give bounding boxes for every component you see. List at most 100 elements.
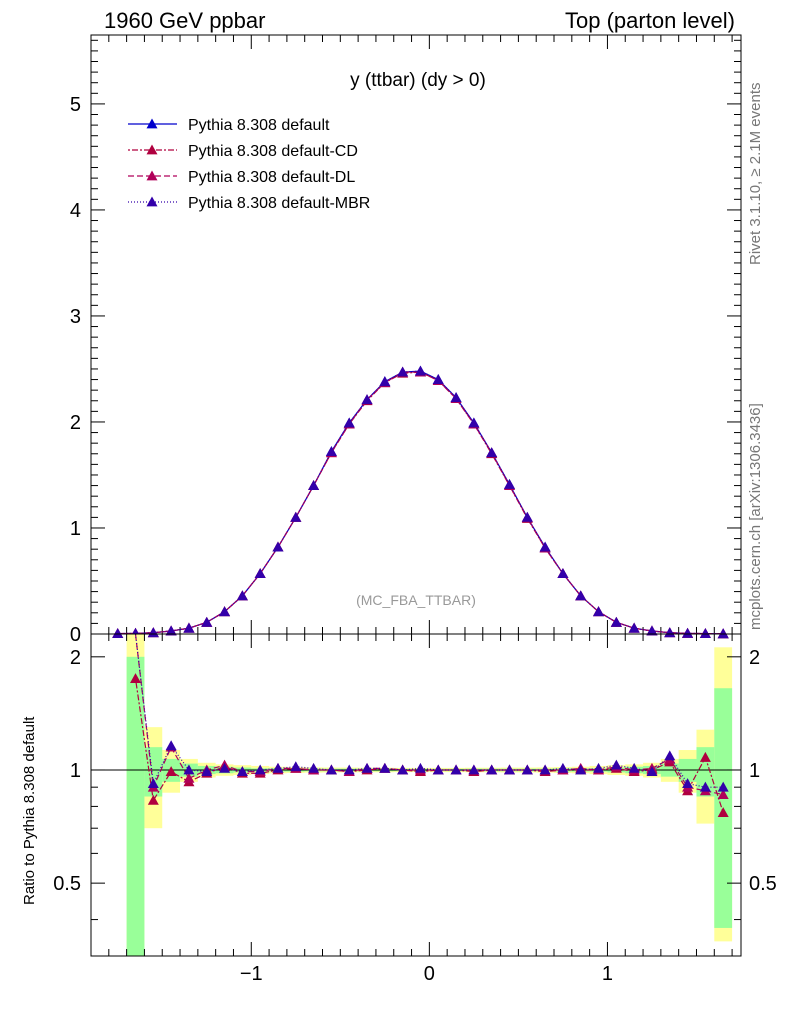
ratio-line-2: [134, 633, 724, 796]
legend-label: Pythia 8.308 default: [188, 117, 330, 134]
series-marker-3: [557, 568, 569, 578]
ratio-marker-3: [219, 762, 231, 773]
header-left: 1960 GeV ppbar: [104, 8, 265, 33]
ratio-marker-3: [147, 778, 159, 788]
series-marker-3: [503, 479, 515, 489]
ratio-marker-3: [593, 762, 605, 773]
ratio-marker-3: [468, 764, 480, 775]
mcplots-label: mcplots.cern.ch [arXiv:1306.3436]: [747, 403, 764, 630]
ratio-marker-1: [147, 794, 159, 805]
ratio-marker-3: [628, 762, 640, 773]
ratio-marker-3: [664, 750, 676, 761]
series-marker-3: [219, 606, 231, 617]
series-marker-3: [521, 511, 533, 522]
ratio-y-tick-label-right: 0.5: [749, 873, 777, 895]
legend-marker: [146, 144, 158, 155]
green-band: [144, 747, 163, 797]
ratio-y-tick-label: 0.5: [53, 873, 81, 895]
series-marker-3: [575, 590, 587, 601]
green-band: [696, 747, 715, 797]
ratio-marker-3: [397, 764, 409, 775]
series-marker-3: [272, 541, 284, 552]
series-marker-3: [539, 541, 551, 552]
series-marker-3: [183, 622, 195, 633]
ratio-marker-3: [699, 781, 711, 792]
legend-label: Pythia 8.308 default-CD: [188, 143, 358, 160]
series-line-2: [117, 371, 724, 635]
series-marker-3: [468, 417, 480, 428]
ratio-y-tick-label-right: 2: [749, 647, 760, 669]
x-tick-label: 1: [602, 963, 613, 985]
ratio-marker-3: [414, 762, 426, 773]
main-y-tick-label: 3: [70, 306, 81, 328]
main-plot: 1 2 3 4 5 0 y (ttbar) (dy > 0) (MC_FBA_TTBAR) Py…: [70, 34, 742, 646]
ratio-marker-3: [308, 762, 320, 773]
series-marker-3: [361, 394, 373, 405]
ratio-y-tick-label: 2: [70, 647, 81, 669]
legend-marker: [146, 196, 158, 207]
header-right: Top (parton level): [565, 8, 735, 33]
series-marker-3: [646, 625, 658, 636]
series-marker-3: [432, 374, 444, 384]
legend-marker: [146, 118, 158, 129]
legend-marker: [146, 170, 158, 181]
ratio-marker-3: [521, 764, 533, 775]
series-marker-3: [486, 447, 498, 458]
ratio-marker-3: [450, 764, 462, 775]
ratio-marker-3: [165, 740, 177, 751]
series-marker-3: [165, 625, 177, 636]
main-y-tick-label: 4: [70, 200, 81, 222]
ratio-marker-3: [682, 778, 694, 788]
green-band: [126, 656, 145, 956]
series-marker-3: [450, 392, 462, 402]
ratio-marker-3: [201, 766, 213, 777]
watermark: (MC_FBA_TTBAR): [356, 592, 476, 608]
ratio-marker-3: [717, 781, 729, 792]
ratio-marker-1: [699, 751, 711, 762]
series-marker-3: [717, 628, 729, 639]
series-marker-3: [628, 622, 640, 633]
ratio-y-tick-label-right: 1: [749, 760, 760, 782]
ratio-line-3: [134, 633, 724, 788]
series-marker-3: [414, 365, 426, 376]
ratio-marker-3: [610, 759, 622, 770]
ratio-marker-3: [254, 764, 266, 775]
series-marker-3: [664, 627, 676, 638]
main-plot-title: y (ttbar) (dy > 0): [350, 70, 486, 91]
ratio-marker-3: [503, 764, 515, 775]
series-marker-3: [308, 480, 320, 490]
series-marker-3: [112, 628, 124, 638]
series-marker-3: [699, 628, 711, 638]
series-marker-3: [325, 446, 337, 457]
ratio-marker-3: [183, 764, 195, 775]
series-marker-3: [254, 568, 266, 578]
series-marker-3: [593, 606, 605, 617]
legend-label: Pythia 8.308 default-MBR: [188, 195, 370, 212]
ratio-plot: 0.5 0.5 1 1 2 2 −1 0 1 Ratio to Pythia 8.308 defa…: [21, 633, 777, 985]
x-tick-label: −1: [240, 963, 263, 985]
ratio-y-axis-label: Ratio to Pythia 8.308 default: [21, 716, 38, 905]
series-marker-3: [147, 627, 159, 638]
rivet-label: Rivet 3.1.10, ≥ 2.1M events: [747, 83, 764, 266]
series-marker-3: [290, 511, 302, 522]
ratio-marker-3: [236, 766, 248, 777]
ratio-marker-3: [379, 762, 391, 773]
ratio-marker-3: [486, 764, 498, 775]
ratio-frame: [90, 633, 742, 957]
main-y-zero-label: 0: [70, 624, 81, 646]
ratio-marker-1: [717, 807, 729, 818]
ratio-marker-3: [290, 761, 302, 772]
series-marker-3: [343, 417, 355, 428]
ratio-marker-3: [325, 764, 337, 775]
ratio-marker-3: [557, 762, 569, 773]
series-marker-3: [201, 616, 213, 627]
ratio-marker-3: [272, 762, 284, 773]
series-marker-3: [610, 616, 622, 627]
main-y-tick-label: 5: [70, 94, 81, 116]
ratio-marker-3: [539, 764, 551, 775]
main-y-tick-label: 2: [70, 412, 81, 434]
legend-label: Pythia 8.308 default-DL: [188, 169, 355, 186]
ratio-marker-3: [343, 764, 355, 775]
ratio-marker-3: [575, 764, 587, 775]
